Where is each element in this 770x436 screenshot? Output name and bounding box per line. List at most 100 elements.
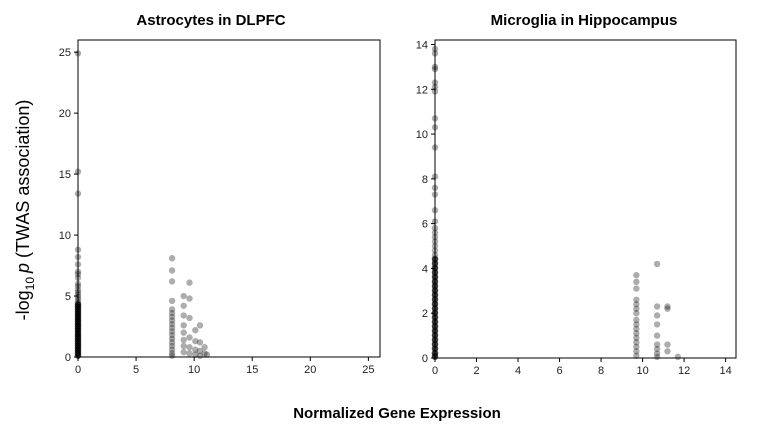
y-tick-label: 10 xyxy=(416,129,428,141)
data-point xyxy=(633,325,640,333)
y-tick-label: 0 xyxy=(65,352,71,364)
data-point xyxy=(431,327,439,334)
data-point xyxy=(633,330,640,337)
data-point xyxy=(74,342,82,349)
data-point xyxy=(74,325,82,333)
data-point xyxy=(74,323,82,330)
data-point xyxy=(180,312,187,319)
data-point xyxy=(633,278,640,286)
data-point xyxy=(431,353,439,361)
x-tick-label: 2 xyxy=(473,365,479,377)
data-point xyxy=(431,83,439,91)
data-point xyxy=(168,317,176,324)
data-point xyxy=(633,285,640,292)
data-point xyxy=(431,305,439,312)
data-point xyxy=(186,350,193,357)
data-point xyxy=(74,311,82,318)
data-point xyxy=(431,305,439,312)
data-point xyxy=(431,335,439,343)
data-point xyxy=(74,301,82,308)
data-point xyxy=(431,291,439,298)
data-point xyxy=(633,334,640,342)
data-point xyxy=(431,260,439,267)
data-point xyxy=(74,261,82,268)
data-point xyxy=(74,296,82,303)
data-point xyxy=(431,318,439,326)
data-point xyxy=(180,302,187,309)
data-point xyxy=(431,191,439,198)
data-point xyxy=(431,332,439,339)
data-point xyxy=(74,280,82,288)
data-point xyxy=(431,318,439,326)
data-point xyxy=(653,332,661,339)
data-point xyxy=(431,283,439,290)
data-point xyxy=(74,306,82,313)
data-point xyxy=(431,144,439,151)
x-tick-label: 10 xyxy=(188,364,200,376)
data-point xyxy=(633,339,640,346)
data-point xyxy=(74,349,82,357)
y-tick-label: 0 xyxy=(422,353,428,365)
data-point xyxy=(74,246,82,253)
data-point xyxy=(74,345,82,352)
y-tick-label: 12 xyxy=(416,84,428,96)
panel-title: Astrocytes in DLPFC xyxy=(136,12,285,29)
data-point xyxy=(633,271,640,279)
data-point xyxy=(431,264,439,272)
data-point xyxy=(431,282,439,290)
data-point xyxy=(431,255,439,263)
data-point xyxy=(74,325,82,332)
ylabel-prefix: -log xyxy=(13,290,33,320)
data-point xyxy=(74,320,82,327)
data-point xyxy=(431,283,439,290)
data-point xyxy=(180,322,187,329)
data-point xyxy=(633,316,640,324)
data-point xyxy=(431,88,439,95)
x-tick-label: 5 xyxy=(133,364,139,376)
data-point xyxy=(74,190,82,197)
data-point xyxy=(431,259,439,267)
data-point xyxy=(431,345,439,353)
data-point xyxy=(74,318,82,325)
ylabel-p: p xyxy=(13,263,33,274)
data-point xyxy=(74,330,82,338)
data-point xyxy=(431,233,439,241)
data-point xyxy=(431,274,439,281)
data-point xyxy=(74,325,82,332)
x-tick-label: 8 xyxy=(598,365,604,377)
data-point xyxy=(74,330,82,337)
data-point xyxy=(74,352,82,359)
scatter-points xyxy=(431,45,682,361)
data-point xyxy=(74,323,82,330)
data-point xyxy=(664,305,671,312)
data-point xyxy=(168,335,176,342)
data-point xyxy=(431,340,439,348)
data-point xyxy=(431,173,439,180)
data-point xyxy=(74,328,82,335)
data-point xyxy=(74,308,82,315)
data-point xyxy=(74,339,82,347)
data-point xyxy=(74,318,82,325)
data-point xyxy=(431,242,439,250)
ylabel-suffix: (TWAS association) xyxy=(13,100,33,263)
data-point xyxy=(74,310,82,318)
data-point xyxy=(431,353,439,360)
data-point xyxy=(168,342,176,350)
data-point xyxy=(74,347,82,354)
data-point xyxy=(74,325,82,333)
y-tick-label: 6 xyxy=(422,219,428,231)
data-point xyxy=(180,342,187,350)
data-point xyxy=(74,306,82,313)
data-point xyxy=(431,300,439,308)
data-point xyxy=(431,292,439,299)
data-point xyxy=(431,268,439,276)
data-point xyxy=(431,287,439,295)
data-point xyxy=(431,349,439,357)
data-point xyxy=(74,347,82,355)
data-point xyxy=(431,314,439,321)
plot-frame xyxy=(434,39,737,359)
data-point xyxy=(431,45,439,53)
y-tick-label: 15 xyxy=(59,169,71,181)
data-point xyxy=(74,313,82,320)
astrocytes-panel: Astrocytes in DLPFC 0 5 10 15 20 25 0 5 10 15 20 25 xyxy=(59,12,381,376)
